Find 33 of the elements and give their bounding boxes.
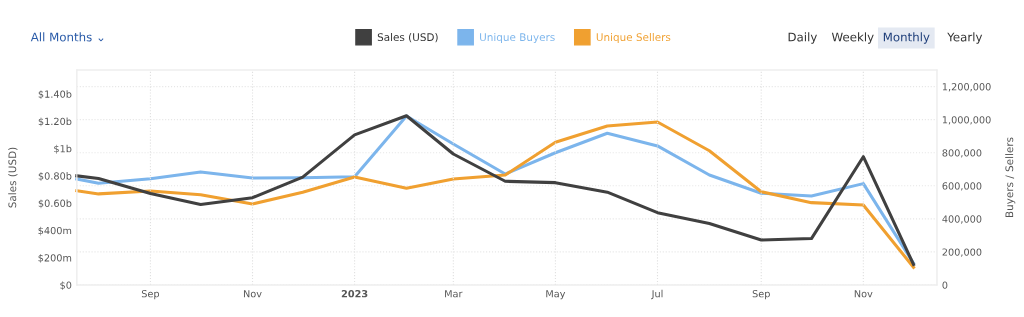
text: Daily [788, 32, 817, 44]
y2-tick-label: 400,000 [942, 215, 982, 224]
y2-tick-label: 0 [942, 281, 948, 289]
x-tick-label: Nov [243, 290, 262, 298]
x-tick-label: Sep [752, 290, 770, 300]
x-tick-label: Nov [854, 290, 873, 298]
y2-tick-label: 200,000 [942, 248, 982, 257]
y-axis-title: Sales (USD) [8, 147, 18, 208]
y2-tick-label: 1,200,000 [942, 83, 991, 92]
y-tick-label: $1.40b [38, 90, 72, 100]
y-tick-label: $0 [60, 281, 72, 291]
text: Weekly [831, 32, 874, 44]
y-tick-label: $400m [38, 226, 72, 236]
y2-tick-label: 800,000 [942, 149, 982, 158]
y2-tick-label: 600,000 [942, 182, 982, 191]
y-tick-label: $0.60b [38, 199, 72, 209]
text: Monthly [883, 32, 930, 44]
x-tick-label: Jul [651, 289, 663, 300]
legend-label: Unique Sellers [596, 33, 671, 44]
legend-label: Unique Buyers [480, 33, 555, 44]
y-tick-label: $1b [54, 144, 72, 154]
text: All Months ⌄ [30, 32, 104, 42]
y-tick-label: $1.20b [38, 117, 72, 127]
x-tick-label: May [546, 290, 566, 300]
y2-axis-title: Buyers / Sellers [1005, 137, 1016, 218]
x-tick-label: Mar [445, 290, 463, 298]
x-tick-label: Sep [141, 290, 160, 300]
x-tick-label: 2023 [341, 290, 368, 298]
text: Yearly [947, 32, 983, 44]
y2-tick-label: 1,000,000 [942, 116, 991, 125]
y-tick-label: $0.80b [38, 172, 72, 181]
y-tick-label: $200m [38, 254, 72, 263]
legend-label: Sales (USD) [377, 33, 438, 43]
